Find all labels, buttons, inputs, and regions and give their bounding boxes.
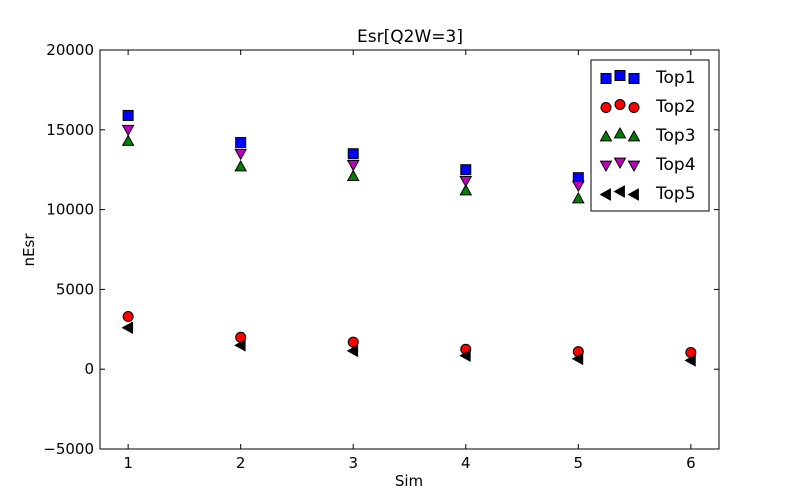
- data-point: [459, 183, 473, 196]
- legend-marker: [627, 160, 641, 173]
- x-tick-label: 2: [236, 454, 246, 472]
- data-point: [346, 169, 360, 181]
- legend-marker: [614, 70, 626, 81]
- legend-marker: [600, 102, 612, 113]
- data-point: [347, 336, 359, 348]
- axis-ticks: 1 2 3 4 5 6 −5000 0 5000 10000 15000 20000: [43, 41, 719, 472]
- legend-marker: [613, 126, 627, 139]
- legend-marker: [614, 99, 626, 110]
- legend-marker: [600, 73, 612, 84]
- y-axis-label: nEsr: [20, 233, 38, 267]
- legend-marker: [628, 73, 640, 84]
- data-point: [346, 344, 359, 358]
- legend-marker: [599, 129, 613, 142]
- data-point: [347, 148, 359, 160]
- legend: Top1 Top2 Top3 Top4 Top5: [590, 59, 710, 212]
- chart-title: Esr[Q2W=3]: [357, 27, 463, 47]
- legend-label: Top1: [655, 68, 696, 88]
- data-point: [571, 191, 585, 204]
- legend-marker: [627, 129, 641, 142]
- x-tick-label: 4: [461, 454, 471, 472]
- x-tick-label: 1: [123, 454, 133, 472]
- legend-label: Top3: [655, 126, 696, 146]
- data-point: [571, 180, 585, 193]
- data-point: [571, 352, 584, 366]
- plot-frame: [99, 49, 720, 450]
- legend-label: Top2: [655, 97, 696, 117]
- data-point: [121, 134, 135, 146]
- y-tick-label: 0: [84, 360, 94, 378]
- legend-marker: [599, 188, 611, 201]
- y-tick-label: 5000: [56, 280, 94, 298]
- data-point: [235, 137, 247, 149]
- legend-marker: [613, 185, 625, 198]
- y-tick-label: 15000: [46, 121, 94, 139]
- data-point: [460, 164, 472, 176]
- data-point: [121, 124, 135, 137]
- legend-marker: [613, 157, 627, 170]
- legend-marker: [599, 160, 613, 173]
- data-point: [234, 148, 248, 161]
- data-point: [684, 354, 696, 367]
- y-tick-label: 20000: [46, 41, 94, 59]
- y-tick-label: 10000: [46, 201, 94, 219]
- legend-box: [590, 59, 710, 212]
- legend-marker: [628, 102, 640, 113]
- x-tick-label: 5: [574, 454, 584, 472]
- data-point: [346, 160, 360, 172]
- data-points: [121, 109, 697, 367]
- y-tick-label: −5000: [43, 440, 94, 458]
- data-point: [234, 338, 246, 352]
- data-point: [122, 109, 134, 121]
- x-tick-label: 6: [686, 454, 696, 472]
- legend-label: Top5: [655, 184, 696, 204]
- data-point: [122, 311, 134, 323]
- x-tick-label: 3: [348, 454, 358, 472]
- data-point: [459, 349, 471, 362]
- x-axis-label: Sim: [395, 472, 423, 490]
- data-point: [459, 175, 473, 188]
- data-point: [234, 159, 248, 172]
- legend-marker: [627, 188, 639, 201]
- legend-label: Top4: [655, 155, 696, 175]
- data-point: [121, 321, 134, 335]
